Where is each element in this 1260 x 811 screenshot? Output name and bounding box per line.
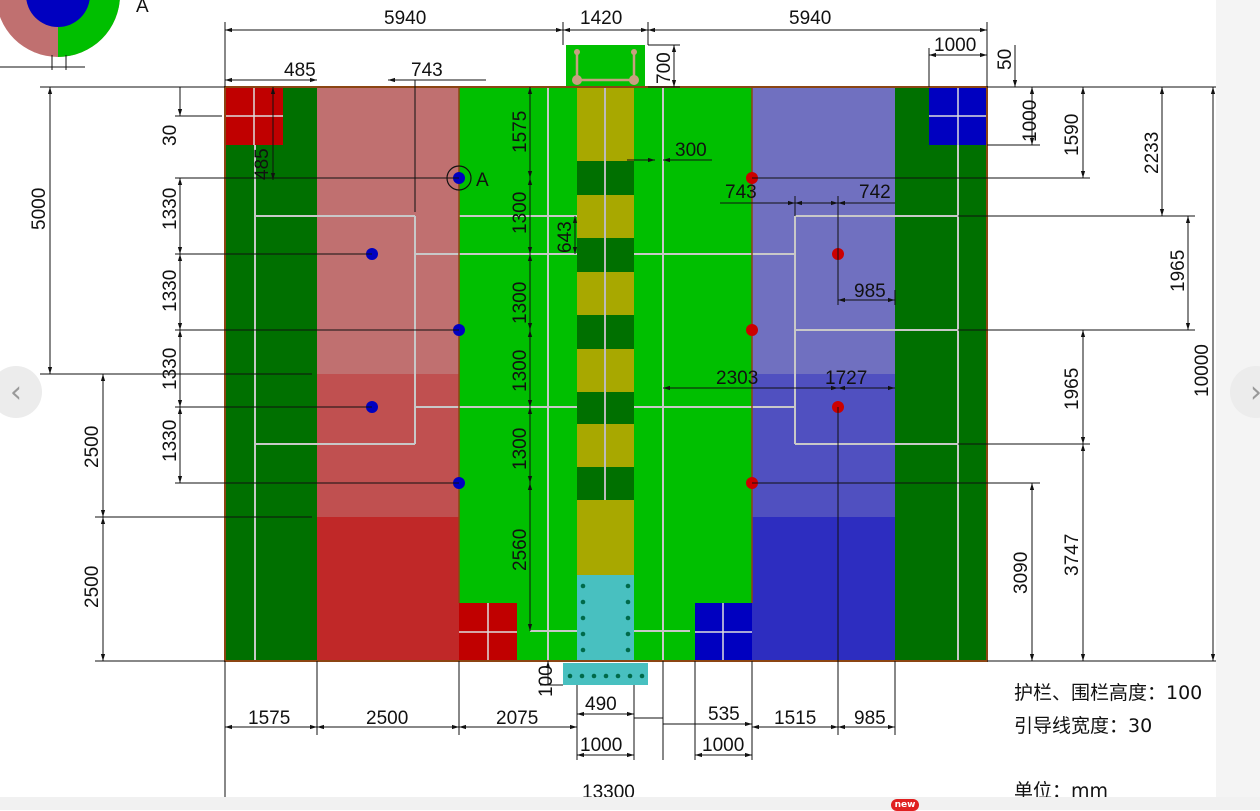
dim-right-742: 742: [859, 182, 891, 203]
dim-right-743: 743: [725, 182, 757, 203]
dim-b-1515: 1515: [774, 708, 816, 729]
dim-inner-2560: 2560: [510, 529, 531, 571]
dim-inner-1300-b: 1300: [510, 282, 531, 324]
dim-top-mid: 1420: [580, 8, 622, 29]
dim-right-1727: 1727: [825, 368, 867, 389]
dim-left-2500-a: 2500: [82, 426, 103, 468]
note-guide-width: 引导线宽度：30: [1014, 715, 1153, 737]
dim-inner-1300-a: 1300: [510, 192, 531, 234]
chevron-left-icon: ‹: [10, 374, 22, 410]
dim-left-485: 485: [252, 148, 273, 180]
dim-inner-300: 300: [675, 140, 707, 161]
dim-b-1000-b: 1000: [702, 735, 744, 756]
right-fence-strip: [895, 87, 987, 661]
dimension-labels: 5940 1420 5940 1000 485 743 700 50 5000 …: [29, 8, 1213, 800]
dim-b-985: 985: [854, 708, 886, 729]
red-corner-square-top: [225, 87, 283, 145]
guide-lines: [254, 87, 959, 661]
dim-b-535: 535: [708, 704, 740, 725]
legend-circle: A: [0, 0, 149, 70]
dim-inner-100: 100: [536, 665, 557, 697]
center-track: [577, 87, 634, 661]
dim-b-490: 490: [585, 694, 617, 715]
blue-zone-deep: [752, 517, 895, 661]
dim-left-5000: 5000: [29, 188, 50, 230]
dim-top-743: 743: [411, 60, 443, 81]
note-unit: 单位：mm: [1014, 780, 1109, 802]
dim-top-sq: 1000: [934, 35, 976, 56]
dim-top-left: 5940: [384, 8, 426, 29]
dim-b-1575: 1575: [248, 708, 290, 729]
dim-top-485: 485: [284, 60, 316, 81]
dim-r-10000: 10000: [1192, 344, 1213, 397]
dim-inner-1300-d: 1300: [510, 428, 531, 470]
dim-top-gap: 50: [995, 49, 1016, 70]
dim-b-1000-a: 1000: [580, 735, 622, 756]
dim-top-gate: 700: [654, 52, 675, 84]
dim-left-1330-c: 1330: [160, 348, 181, 390]
field: A: [224, 45, 988, 685]
dim-top-right: 5940: [789, 8, 831, 29]
red-zone-deep: [317, 517, 459, 661]
dim-r-1965-a: 1965: [1168, 250, 1189, 292]
blue-corner-square-bottom: [695, 603, 752, 661]
dim-left-1330-b: 1330: [160, 270, 181, 312]
dim-inner-643: 643: [555, 221, 576, 253]
blue-corner-square-top: [929, 87, 987, 145]
red-zone-mid: [317, 374, 459, 517]
dim-b-2075: 2075: [496, 708, 538, 729]
blue-zone-mid: [752, 374, 895, 517]
dim-right-2303: 2303: [716, 368, 758, 389]
chevron-right-icon: ›: [1250, 375, 1260, 410]
dim-b-total: 13300: [582, 782, 635, 800]
dim-inner-1300-c: 1300: [510, 350, 531, 392]
dim-r-3747: 3747: [1062, 534, 1083, 576]
dim-right-985: 985: [854, 281, 886, 302]
dim-left-30: 30: [160, 125, 181, 146]
prev-button[interactable]: ‹: [0, 366, 42, 418]
field-diagram: A: [0, 0, 1216, 800]
dimension-lines: [40, 22, 1216, 800]
new-badge: new: [891, 799, 919, 811]
teal-base: [577, 575, 634, 661]
red-zone-light: [317, 87, 459, 374]
dim-left-2500-b: 2500: [82, 566, 103, 608]
dim-r-1965-b: 1965: [1062, 368, 1083, 410]
red-corner-square-bottom: [459, 603, 517, 661]
note-fence-height: 护栏、围栏高度：100: [1014, 682, 1203, 704]
dim-r-1000: 1000: [1020, 100, 1041, 142]
dim-left-1330-d: 1330: [160, 420, 181, 462]
legend-label-a: A: [136, 0, 149, 17]
dim-left-1330-a: 1330: [160, 188, 181, 230]
dim-r-1590: 1590: [1062, 114, 1083, 156]
blue-zone-light: [752, 87, 895, 374]
dim-inner-1575: 1575: [510, 111, 531, 153]
bottom-bar: [0, 797, 1260, 810]
point-a-label: A: [476, 170, 489, 191]
dim-b-2500: 2500: [366, 708, 408, 729]
dim-r-3090: 3090: [1011, 552, 1032, 594]
dim-r-2233: 2233: [1142, 132, 1163, 174]
